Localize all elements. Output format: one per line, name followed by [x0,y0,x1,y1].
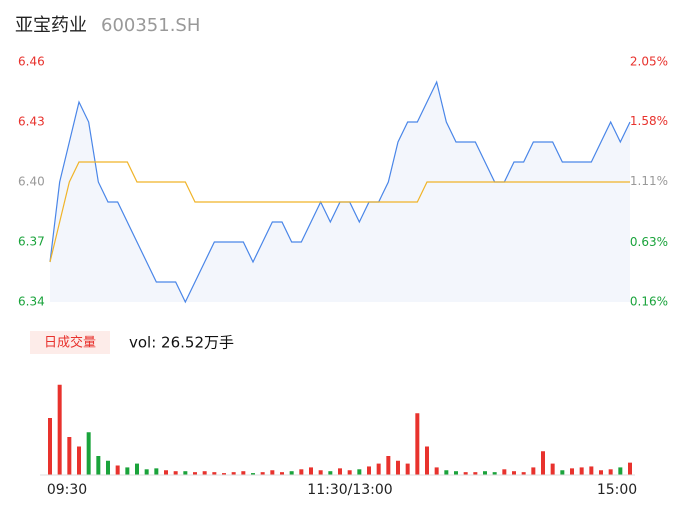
volume-bar [521,472,526,475]
volume-bar [106,460,110,475]
volume-bar [492,472,497,475]
volume-bar [415,413,420,475]
volume-bar [599,470,603,475]
volume-bar [328,471,333,475]
volume-bar [57,384,62,475]
volume-bar [357,469,362,475]
line-average [49,161,630,263]
y2-tick-label: 0.16% [630,295,668,309]
volume-bar [270,470,275,475]
volume-bar [454,471,458,475]
volume-bar [125,467,130,475]
volume-bar [367,466,371,475]
volume-bar [425,446,429,475]
volume-bar [463,472,468,475]
volume-bar [531,467,536,475]
volume-tab[interactable] [30,331,110,354]
volume-bar [589,466,594,475]
volume-bar [251,473,255,475]
stock-name: 亚宝药业 [15,15,87,36]
volume-bar [280,472,284,475]
y-tick-label: 6.46 [18,55,45,69]
volume-bar [434,467,439,475]
volume-bar [444,470,449,475]
volume-bar [618,467,623,475]
y2-tick-label: 2.05% [630,55,668,69]
volume-bar [309,467,313,475]
x-tick-label: 11:30/13:00 [307,482,392,498]
volume-total: vol: 26.52万手 [129,334,234,352]
y2-tick-label: 1.11% [630,174,668,188]
x-tick-label: 15:00 [597,482,637,498]
volume-bar [173,471,178,475]
y-tick-label: 6.40 [18,175,45,189]
volume-bar [502,469,507,475]
volume-bar [405,463,410,475]
volume-tab-label[interactable]: 日成交量 [44,335,96,351]
volume-bar [86,432,91,475]
volume-bar [483,471,487,475]
volume-bar [628,462,632,475]
volume-bar [579,467,584,475]
y-tick-label: 6.37 [18,235,45,249]
volume-bar [231,472,236,475]
volume-bar [48,418,52,475]
volume-bar [299,469,304,475]
volume-bar [193,472,197,475]
volume-bar [202,471,207,475]
price-area [50,82,630,302]
y2-tick-label: 1.58% [630,114,668,128]
y-tick-label: 6.34 [18,295,45,309]
volume-bar [512,471,516,475]
volume-bar [608,469,613,475]
volume-bar [396,460,400,475]
volume-bar [473,472,478,475]
volume-bar [541,451,545,475]
volume-bar [115,465,120,475]
y2-tick-label: 0.63% [630,235,668,249]
volume-bar [560,470,565,475]
stock-code: 600351.SH [101,15,200,36]
volume-bar [241,471,246,475]
volume-bar [144,469,149,475]
volume-bar [212,472,217,475]
y-tick-label: 6.43 [18,115,45,129]
volume-bar [222,473,226,475]
volume-bar [347,470,352,475]
volume-bar [154,468,159,475]
volume-bar [260,472,265,475]
volume-bar [376,463,381,475]
volume-bar [77,446,81,475]
volume-bar [96,456,101,475]
volume-bar [318,470,323,475]
volume-bar [289,471,294,475]
volume-bar [164,470,168,475]
volume-bar [338,468,342,475]
volume-bar [570,468,574,475]
volume-bar [183,471,188,475]
volume-bar [386,456,391,475]
volume-bar [550,463,555,475]
x-tick-label: 09:30 [47,482,87,498]
volume-bar [135,463,139,475]
volume-bar [67,437,72,475]
